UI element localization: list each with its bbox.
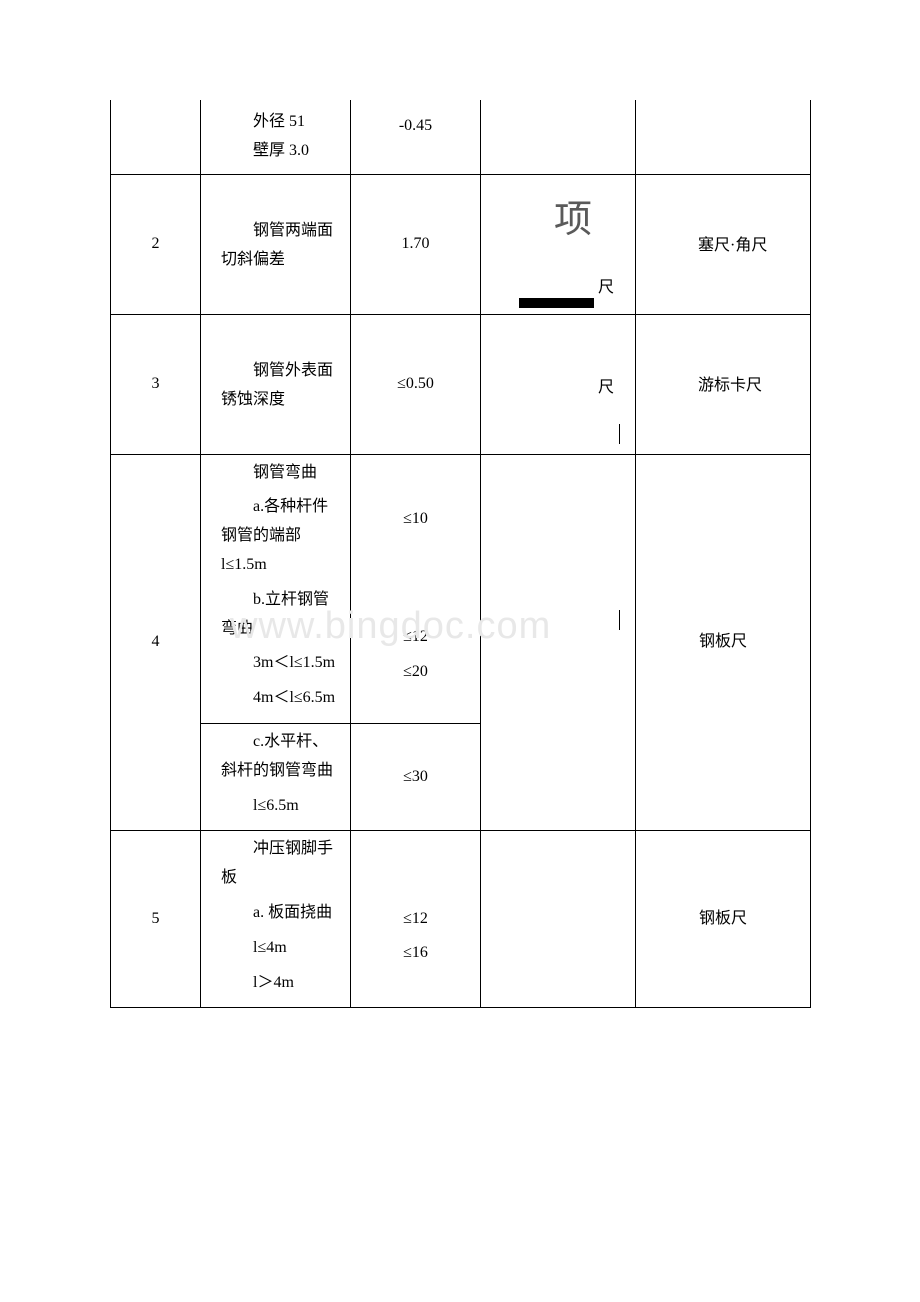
desc-text: l＞4m	[221, 969, 344, 998]
tool-text: 塞尺·角尺	[666, 232, 804, 261]
tick-mark-icon	[619, 610, 620, 630]
spec-table: 外径 51 壁厚 3.0 -0.45 2 钢管两端面切斜偏差 1.70 项 尺 …	[110, 100, 811, 1008]
cell-num	[111, 100, 201, 174]
cell-desc: c.水平杆、斜杆的钢管弯曲 l≤6.5m	[201, 723, 351, 830]
cell-diagram	[481, 100, 636, 174]
desc-text: b.立杆钢管弯曲	[221, 586, 344, 644]
desc-text: l≤6.5m	[221, 792, 344, 821]
value-text: ≤12	[357, 905, 474, 934]
value-text: ≤12	[357, 623, 474, 652]
value-text: ≤20	[357, 658, 474, 687]
table-row: 4 钢管弯曲 a.各种杆件钢管的端部 l≤1.5m b.立杆钢管弯曲 3m＜l≤…	[111, 454, 811, 723]
cell-value: ≤0.50	[351, 314, 481, 454]
cell-value: ≤12 ≤16	[351, 831, 481, 1008]
table-row: 外径 51 壁厚 3.0 -0.45	[111, 100, 811, 174]
cell-tool: 游标卡尺	[636, 314, 811, 454]
desc-text: 4m＜l≤6.5m	[221, 684, 344, 713]
cell-desc: 钢管弯曲 a.各种杆件钢管的端部 l≤1.5m b.立杆钢管弯曲 3m＜l≤1.…	[201, 454, 351, 723]
desc-text: 壁厚 3.0	[221, 137, 344, 166]
table-row: 2 钢管两端面切斜偏差 1.70 项 尺 塞尺·角尺	[111, 174, 811, 314]
diagram-label: 尺	[487, 374, 629, 403]
tool-text: 游标卡尺	[666, 372, 804, 401]
cell-value: ≤30	[351, 723, 481, 830]
desc-text: a.各种杆件钢管的端部 l≤1.5m	[221, 493, 344, 579]
cell-value: -0.45	[351, 100, 481, 174]
desc-text: l≤4m	[221, 934, 344, 963]
desc-text: 冲压钢脚手板	[221, 835, 344, 893]
cell-tool: 钢板尺	[636, 454, 811, 831]
table-row: 3 钢管外表面锈蚀深度 ≤0.50 尺 游标卡尺	[111, 314, 811, 454]
desc-text: 钢管两端面切斜偏差	[221, 217, 344, 275]
desc-text: 钢管外表面锈蚀深度	[221, 357, 344, 415]
cell-tool: 钢板尺	[636, 831, 811, 1008]
cell-diagram	[481, 454, 636, 831]
black-bar-icon	[519, 298, 594, 308]
cell-num: 4	[111, 454, 201, 831]
desc-text: a. 板面挠曲	[221, 899, 344, 928]
cell-diagram: 项 尺	[481, 174, 636, 314]
cell-value: 1.70	[351, 174, 481, 314]
cell-diagram	[481, 831, 636, 1008]
value-text: ≤16	[357, 939, 474, 968]
spec-table-container: 外径 51 壁厚 3.0 -0.45 2 钢管两端面切斜偏差 1.70 项 尺 …	[110, 100, 810, 1008]
cell-num: 2	[111, 174, 201, 314]
cell-desc: 钢管外表面锈蚀深度	[201, 314, 351, 454]
cell-num: 5	[111, 831, 201, 1008]
cell-tool	[636, 100, 811, 174]
cell-desc: 钢管两端面切斜偏差	[201, 174, 351, 314]
value-text: ≤10	[357, 505, 474, 534]
cell-desc: 冲压钢脚手板 a. 板面挠曲 l≤4m l＞4m	[201, 831, 351, 1008]
desc-text: c.水平杆、斜杆的钢管弯曲	[221, 728, 344, 786]
cell-value: ≤10 ≤12 ≤20	[351, 454, 481, 723]
diagram-char: 项	[517, 186, 629, 254]
desc-text: 钢管弯曲	[221, 459, 344, 488]
cell-diagram: 尺	[481, 314, 636, 454]
cell-num: 3	[111, 314, 201, 454]
tick-mark-icon	[619, 424, 620, 444]
desc-text: 外径 51	[221, 108, 344, 137]
cell-tool: 塞尺·角尺	[636, 174, 811, 314]
desc-text: 3m＜l≤1.5m	[221, 649, 344, 678]
table-row: 5 冲压钢脚手板 a. 板面挠曲 l≤4m l＞4m ≤12 ≤16 钢板尺	[111, 831, 811, 1008]
cell-desc: 外径 51 壁厚 3.0	[201, 100, 351, 174]
